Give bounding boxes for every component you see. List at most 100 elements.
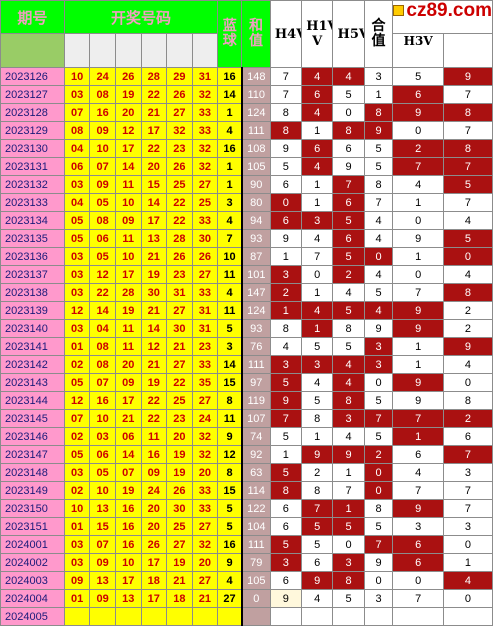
- red-ball: 22: [140, 409, 168, 428]
- category-cell: 0: [392, 265, 444, 284]
- sum-value: 63: [240, 463, 271, 482]
- category-cell: [332, 607, 365, 626]
- category-cell: 7: [301, 247, 334, 266]
- table-row: 2023145 07 10 21 22 23 24 11 107 7 8 3 7 7 2: [0, 409, 493, 428]
- red-ball: 25: [166, 391, 193, 410]
- red-ball: 29: [166, 67, 193, 86]
- red-ball: 20: [191, 463, 219, 482]
- category-cell: 0: [363, 247, 394, 266]
- category-cell: 6: [269, 211, 303, 230]
- category-cell: 1: [442, 553, 493, 572]
- table-row: 2023131 06 07 14 20 26 32 1 105 5 4 9 5 7 7: [0, 157, 493, 176]
- subheader-blank: [89, 33, 116, 68]
- category-cell: 9: [301, 445, 334, 464]
- header-cat-text: H1V+蓝V: [306, 19, 332, 49]
- red-ball: 30: [191, 229, 219, 248]
- category-cell: 0: [442, 373, 493, 392]
- table-row: 2023139 12 14 19 21 27 31 11 124 1 4 5 4 9 2: [0, 301, 493, 320]
- category-cell: 2: [332, 265, 365, 284]
- category-cell: [363, 607, 394, 626]
- category-cell: 1: [332, 463, 365, 482]
- issue-number: 2023126: [0, 67, 65, 86]
- site-logo[interactable]: cz89.com: [393, 2, 492, 20]
- red-ball: 21: [140, 355, 168, 374]
- category-cell: 9: [392, 373, 444, 392]
- red-ball: 10: [63, 67, 91, 86]
- category-cell: 2: [442, 319, 493, 338]
- blue-ball: [217, 607, 243, 626]
- sum-value: 107: [240, 409, 271, 428]
- issue-number: 2023144: [0, 391, 65, 410]
- issue-number: 2023129: [0, 121, 65, 140]
- red-ball: 32: [191, 85, 219, 104]
- red-ball: 33: [191, 121, 219, 140]
- category-cell: 9: [392, 229, 444, 248]
- category-cell: 5: [363, 391, 394, 410]
- sum-value: 147: [240, 283, 271, 302]
- category-cell: 4: [442, 265, 493, 284]
- table-row: 2023149 02 10 19 24 26 33 15 114 8 8 7 0 7 7: [0, 481, 493, 500]
- issue-number: 2023133: [0, 193, 65, 212]
- red-ball: 26: [191, 247, 219, 266]
- red-ball: 16: [140, 445, 168, 464]
- sum-value: 93: [240, 319, 271, 338]
- category-cell: 8: [301, 409, 334, 428]
- category-cell: 2: [363, 445, 394, 464]
- issue-number: 2023143: [0, 373, 65, 392]
- red-ball: 13: [114, 589, 142, 608]
- category-cell: [442, 607, 493, 626]
- red-ball: 16: [114, 517, 142, 536]
- red-ball: 28: [166, 229, 193, 248]
- square-logo-icon: [393, 5, 405, 17]
- red-ball: 17: [114, 265, 142, 284]
- red-ball: 27: [191, 517, 219, 536]
- red-ball: 07: [114, 463, 142, 482]
- category-cell: 6: [392, 553, 444, 572]
- red-ball: 21: [140, 247, 168, 266]
- red-ball: 32: [191, 445, 219, 464]
- red-ball: 05: [89, 193, 116, 212]
- red-ball: 27: [191, 265, 219, 284]
- category-cell: 8: [269, 481, 303, 500]
- category-cell: 6: [392, 535, 444, 554]
- header-balls: 开奖号码: [63, 0, 219, 34]
- red-ball: 30: [166, 499, 193, 518]
- red-ball: 11: [114, 337, 142, 356]
- category-cell: 3: [301, 211, 334, 230]
- category-cell: 5: [363, 283, 394, 302]
- blue-ball: 9: [217, 427, 243, 446]
- red-ball: 32: [191, 535, 219, 554]
- blue-ball: 16: [217, 139, 243, 158]
- red-ball: 27: [166, 301, 193, 320]
- red-ball: 18: [140, 571, 168, 590]
- category-cell: 5: [301, 337, 334, 356]
- red-ball: [191, 607, 219, 626]
- category-cell: 1: [392, 427, 444, 446]
- red-ball: 03: [63, 463, 91, 482]
- category-cell: 9: [269, 139, 303, 158]
- category-cell: 5: [269, 157, 303, 176]
- header-sum-text: 和值: [249, 18, 264, 49]
- sum-value: 114: [240, 481, 271, 500]
- red-ball: 10: [89, 409, 116, 428]
- sum-value: 74: [240, 427, 271, 446]
- category-cell: 3: [363, 67, 394, 86]
- red-ball: 14: [114, 445, 142, 464]
- category-cell: 9: [332, 157, 365, 176]
- category-cell: 7: [442, 157, 493, 176]
- red-ball: 31: [191, 301, 219, 320]
- red-ball: 25: [191, 193, 219, 212]
- category-cell: 4: [442, 571, 493, 590]
- issue-number: 2024003: [0, 571, 65, 590]
- category-cell: 9: [363, 319, 394, 338]
- red-ball: 13: [89, 499, 116, 518]
- category-cell: 4: [301, 589, 334, 608]
- category-cell: 6: [392, 445, 444, 464]
- sum-value: 108: [240, 139, 271, 158]
- sum-value: 111: [240, 535, 271, 554]
- category-cell: 1: [301, 175, 334, 194]
- category-cell: 0: [301, 265, 334, 284]
- category-cell: 9: [269, 589, 303, 608]
- red-ball: 28: [114, 283, 142, 302]
